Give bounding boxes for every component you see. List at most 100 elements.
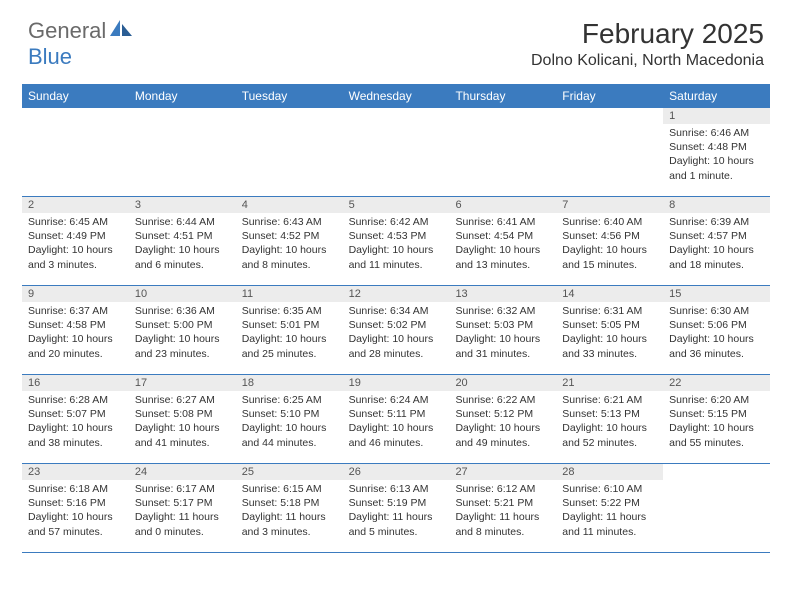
- day-line: Sunset: 5:00 PM: [135, 318, 230, 332]
- calendar-week: 1Sunrise: 6:46 AMSunset: 4:48 PMDaylight…: [22, 108, 770, 197]
- day-body: Sunrise: 6:32 AMSunset: 5:03 PMDaylight:…: [449, 302, 556, 361]
- day-body: Sunrise: 6:45 AMSunset: 4:49 PMDaylight:…: [22, 213, 129, 272]
- day-line: Daylight: 10 hours and 41 minutes.: [135, 421, 230, 449]
- calendar-day-cell: [343, 108, 450, 196]
- day-number: 8: [663, 197, 770, 213]
- day-number: [663, 464, 770, 480]
- calendar-day-cell: 25Sunrise: 6:15 AMSunset: 5:18 PMDayligh…: [236, 464, 343, 552]
- day-body: Sunrise: 6:44 AMSunset: 4:51 PMDaylight:…: [129, 213, 236, 272]
- calendar-day-cell: 10Sunrise: 6:36 AMSunset: 5:00 PMDayligh…: [129, 286, 236, 374]
- day-body: [22, 124, 129, 126]
- calendar-day-cell: [556, 108, 663, 196]
- day-body: Sunrise: 6:25 AMSunset: 5:10 PMDaylight:…: [236, 391, 343, 450]
- calendar-day-cell: 2Sunrise: 6:45 AMSunset: 4:49 PMDaylight…: [22, 197, 129, 285]
- day-line: Sunset: 4:56 PM: [562, 229, 657, 243]
- day-number: 20: [449, 375, 556, 391]
- logo-text-general: General: [28, 18, 106, 43]
- day-line: Sunrise: 6:45 AM: [28, 215, 123, 229]
- day-line: Sunrise: 6:44 AM: [135, 215, 230, 229]
- weekday-header: Tuesday: [236, 84, 343, 108]
- day-line: Daylight: 10 hours and 55 minutes.: [669, 421, 764, 449]
- day-line: Sunrise: 6:42 AM: [349, 215, 444, 229]
- day-body: Sunrise: 6:27 AMSunset: 5:08 PMDaylight:…: [129, 391, 236, 450]
- calendar: SundayMondayTuesdayWednesdayThursdayFrid…: [22, 84, 770, 553]
- day-number: 27: [449, 464, 556, 480]
- day-body: Sunrise: 6:12 AMSunset: 5:21 PMDaylight:…: [449, 480, 556, 539]
- weekday-header: Wednesday: [343, 84, 450, 108]
- calendar-day-cell: 20Sunrise: 6:22 AMSunset: 5:12 PMDayligh…: [449, 375, 556, 463]
- calendar-day-cell: 23Sunrise: 6:18 AMSunset: 5:16 PMDayligh…: [22, 464, 129, 552]
- day-body: Sunrise: 6:35 AMSunset: 5:01 PMDaylight:…: [236, 302, 343, 361]
- day-line: Sunrise: 6:35 AM: [242, 304, 337, 318]
- day-line: Sunset: 5:18 PM: [242, 496, 337, 510]
- title-block: February 2025 Dolno Kolicani, North Mace…: [531, 18, 764, 70]
- day-line: Sunset: 5:15 PM: [669, 407, 764, 421]
- calendar-day-cell: [236, 108, 343, 196]
- weekday-header: Thursday: [449, 84, 556, 108]
- calendar-day-cell: 7Sunrise: 6:40 AMSunset: 4:56 PMDaylight…: [556, 197, 663, 285]
- day-line: Sunrise: 6:12 AM: [455, 482, 550, 496]
- day-number: 28: [556, 464, 663, 480]
- day-line: Sunset: 5:03 PM: [455, 318, 550, 332]
- day-body: Sunrise: 6:15 AMSunset: 5:18 PMDaylight:…: [236, 480, 343, 539]
- day-number: 18: [236, 375, 343, 391]
- calendar-day-cell: 26Sunrise: 6:13 AMSunset: 5:19 PMDayligh…: [343, 464, 450, 552]
- day-line: Sunset: 5:13 PM: [562, 407, 657, 421]
- calendar-day-cell: 9Sunrise: 6:37 AMSunset: 4:58 PMDaylight…: [22, 286, 129, 374]
- day-body: Sunrise: 6:30 AMSunset: 5:06 PMDaylight:…: [663, 302, 770, 361]
- day-number: 21: [556, 375, 663, 391]
- day-number: 12: [343, 286, 450, 302]
- day-line: Daylight: 11 hours and 3 minutes.: [242, 510, 337, 538]
- day-line: Sunset: 4:53 PM: [349, 229, 444, 243]
- day-number: 3: [129, 197, 236, 213]
- weekday-header: Sunday: [22, 84, 129, 108]
- calendar-day-cell: 18Sunrise: 6:25 AMSunset: 5:10 PMDayligh…: [236, 375, 343, 463]
- day-number: 10: [129, 286, 236, 302]
- day-body: Sunrise: 6:17 AMSunset: 5:17 PMDaylight:…: [129, 480, 236, 539]
- calendar-day-cell: 5Sunrise: 6:42 AMSunset: 4:53 PMDaylight…: [343, 197, 450, 285]
- day-number: [129, 108, 236, 124]
- day-line: Daylight: 11 hours and 5 minutes.: [349, 510, 444, 538]
- day-body: Sunrise: 6:34 AMSunset: 5:02 PMDaylight:…: [343, 302, 450, 361]
- day-line: Daylight: 10 hours and 13 minutes.: [455, 243, 550, 271]
- day-body: Sunrise: 6:39 AMSunset: 4:57 PMDaylight:…: [663, 213, 770, 272]
- calendar-day-cell: 8Sunrise: 6:39 AMSunset: 4:57 PMDaylight…: [663, 197, 770, 285]
- day-line: Sunset: 4:49 PM: [28, 229, 123, 243]
- day-line: Daylight: 10 hours and 23 minutes.: [135, 332, 230, 360]
- day-line: Daylight: 10 hours and 20 minutes.: [28, 332, 123, 360]
- day-body: Sunrise: 6:21 AMSunset: 5:13 PMDaylight:…: [556, 391, 663, 450]
- weekday-header: Friday: [556, 84, 663, 108]
- day-line: Sunrise: 6:34 AM: [349, 304, 444, 318]
- day-line: Sunset: 4:57 PM: [669, 229, 764, 243]
- day-number: 17: [129, 375, 236, 391]
- weekday-header-row: SundayMondayTuesdayWednesdayThursdayFrid…: [22, 84, 770, 108]
- day-line: Daylight: 10 hours and 15 minutes.: [562, 243, 657, 271]
- day-line: Daylight: 10 hours and 46 minutes.: [349, 421, 444, 449]
- calendar-day-cell: 11Sunrise: 6:35 AMSunset: 5:01 PMDayligh…: [236, 286, 343, 374]
- day-number: [22, 108, 129, 124]
- day-line: Sunset: 5:02 PM: [349, 318, 444, 332]
- day-number: [449, 108, 556, 124]
- day-line: Daylight: 10 hours and 33 minutes.: [562, 332, 657, 360]
- logo: General Blue: [28, 18, 132, 70]
- day-line: Daylight: 10 hours and 28 minutes.: [349, 332, 444, 360]
- day-number: 26: [343, 464, 450, 480]
- day-line: Sunset: 5:10 PM: [242, 407, 337, 421]
- day-number: [556, 108, 663, 124]
- day-number: 14: [556, 286, 663, 302]
- day-body: Sunrise: 6:28 AMSunset: 5:07 PMDaylight:…: [22, 391, 129, 450]
- day-line: Sunset: 5:12 PM: [455, 407, 550, 421]
- logo-sail-icon: [110, 20, 132, 38]
- day-line: Sunset: 4:52 PM: [242, 229, 337, 243]
- calendar-day-cell: 6Sunrise: 6:41 AMSunset: 4:54 PMDaylight…: [449, 197, 556, 285]
- day-body: Sunrise: 6:24 AMSunset: 5:11 PMDaylight:…: [343, 391, 450, 450]
- day-number: 5: [343, 197, 450, 213]
- day-line: Sunset: 4:58 PM: [28, 318, 123, 332]
- calendar-day-cell: 19Sunrise: 6:24 AMSunset: 5:11 PMDayligh…: [343, 375, 450, 463]
- day-body: Sunrise: 6:43 AMSunset: 4:52 PMDaylight:…: [236, 213, 343, 272]
- calendar-week: 16Sunrise: 6:28 AMSunset: 5:07 PMDayligh…: [22, 375, 770, 464]
- day-line: Daylight: 11 hours and 8 minutes.: [455, 510, 550, 538]
- day-line: Sunrise: 6:15 AM: [242, 482, 337, 496]
- day-body: Sunrise: 6:41 AMSunset: 4:54 PMDaylight:…: [449, 213, 556, 272]
- day-line: Sunset: 5:16 PM: [28, 496, 123, 510]
